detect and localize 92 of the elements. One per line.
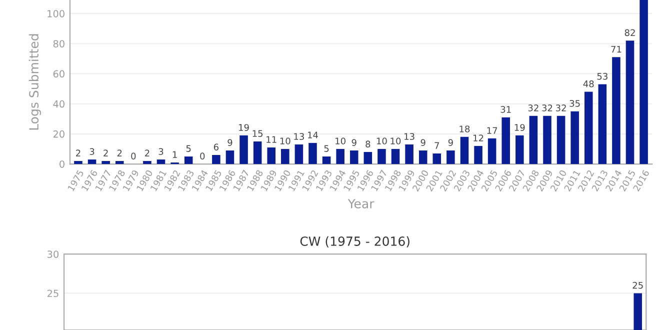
bar (502, 117, 510, 164)
bar (516, 135, 524, 164)
y-tick-label: 40 (53, 100, 64, 108)
data-label: 48 (583, 80, 594, 88)
data-label: 1 (172, 151, 177, 158)
data-label: 71 (611, 46, 622, 53)
bar (488, 138, 496, 164)
bar (156, 159, 166, 164)
bar (212, 154, 220, 164)
bar (418, 150, 428, 164)
data-label: 17 (487, 127, 498, 134)
data-label: 3 (158, 148, 164, 155)
data-label: 5 (186, 145, 191, 152)
bar (598, 84, 607, 164)
y-tick-label: 0 (60, 160, 64, 168)
bar (640, 0, 648, 164)
bar (115, 161, 124, 164)
data-label: 25 (632, 282, 643, 289)
data-label: 0 (131, 152, 136, 160)
data-label: 82 (624, 29, 635, 36)
bar (308, 142, 317, 164)
bar (378, 148, 386, 164)
data-label: 32 (556, 104, 566, 112)
bar (336, 148, 344, 164)
bar (364, 152, 372, 164)
bar (322, 156, 331, 164)
bar (570, 111, 579, 164)
data-label: 12 (474, 134, 484, 142)
data-label: 15 (252, 130, 263, 137)
bar (240, 135, 248, 164)
data-label: 2 (117, 150, 122, 156)
bar (281, 148, 290, 164)
data-label: 11 (266, 136, 276, 143)
bar (584, 92, 593, 164)
data-label: 19 (239, 124, 249, 131)
y-tick-label: 60 (53, 70, 64, 78)
bar (626, 40, 634, 164)
data-label: 31 (500, 106, 511, 113)
data-label: 10 (376, 138, 387, 144)
data-label: 2 (104, 150, 108, 156)
bar (543, 116, 552, 164)
bar (74, 161, 82, 164)
bar (253, 141, 262, 164)
bar (102, 161, 110, 164)
data-label: 32 (528, 104, 538, 112)
data-label: 13 (404, 133, 414, 140)
y-axis-title: Logs Submitted (28, 34, 41, 130)
data-label: 9 (352, 139, 356, 146)
data-label: 2 (145, 150, 150, 156)
data-label: 14 (308, 132, 318, 138)
chart-title: CW (1975 - 2016) (300, 236, 410, 248)
data-label: 9 (420, 139, 426, 146)
bar (88, 159, 96, 164)
data-label: 35 (570, 100, 580, 107)
bar (474, 146, 482, 164)
data-label: 7 (434, 142, 439, 149)
data-label: 6 (214, 144, 218, 150)
data-label: 32 (542, 104, 552, 112)
bar (405, 144, 414, 164)
bar (460, 136, 469, 164)
data-label: 0 (200, 152, 205, 160)
bar (391, 148, 400, 164)
y-tick-label: 25 (48, 290, 58, 298)
bar (556, 116, 566, 164)
bar (143, 161, 152, 164)
data-label: 10 (336, 138, 346, 144)
data-label: 5 (324, 145, 329, 152)
data-label: 13 (294, 133, 304, 140)
data-label: 19 (514, 124, 525, 131)
bar (529, 116, 538, 164)
data-label: 2 (76, 150, 80, 156)
data-label: 53 (597, 72, 608, 80)
y-tick-label: 30 (48, 250, 59, 258)
data-label: 10 (390, 138, 401, 144)
bar (612, 57, 620, 164)
data-label: 18 (460, 126, 470, 132)
bar (267, 147, 276, 164)
bar (432, 153, 442, 164)
data-label: 10 (280, 138, 290, 144)
data-label: 8 (366, 140, 370, 148)
data-label: 9 (228, 139, 232, 146)
bar (226, 150, 234, 164)
y-tick-label: 100 (48, 10, 64, 18)
bar (184, 156, 193, 164)
x-axis-title: Year (348, 199, 374, 208)
bar (294, 144, 304, 164)
bar (446, 150, 455, 164)
y-tick-label: 80 (53, 40, 64, 48)
data-label: 9 (448, 139, 453, 146)
y-tick-label: 20 (53, 130, 64, 138)
data-label: 3 (90, 148, 94, 155)
bar (350, 150, 358, 164)
